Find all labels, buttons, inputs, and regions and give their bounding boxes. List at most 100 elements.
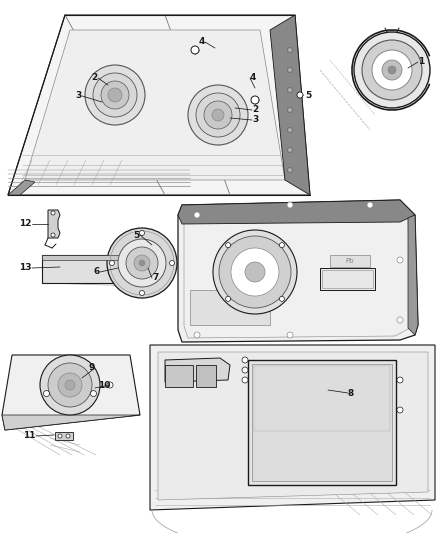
Text: 4: 4: [198, 37, 205, 46]
Circle shape: [107, 382, 113, 388]
Circle shape: [245, 262, 265, 282]
Circle shape: [126, 247, 158, 279]
Circle shape: [108, 88, 122, 102]
Circle shape: [219, 236, 291, 308]
Text: 2: 2: [92, 74, 98, 83]
Bar: [196, 365, 216, 387]
Circle shape: [242, 367, 248, 373]
Bar: [55, 432, 73, 440]
Text: 5: 5: [305, 91, 311, 100]
Circle shape: [287, 127, 293, 133]
Bar: [165, 365, 193, 387]
Text: 10: 10: [98, 381, 110, 390]
Circle shape: [170, 261, 174, 265]
Circle shape: [397, 377, 403, 383]
Circle shape: [287, 148, 293, 152]
Bar: [42, 255, 137, 260]
Circle shape: [279, 296, 284, 301]
Text: 2: 2: [252, 106, 258, 115]
Circle shape: [43, 391, 49, 397]
Circle shape: [242, 377, 248, 383]
Text: 8: 8: [348, 389, 354, 398]
Circle shape: [397, 317, 403, 323]
Circle shape: [93, 73, 137, 117]
Circle shape: [85, 65, 145, 125]
Circle shape: [101, 81, 129, 109]
Circle shape: [212, 109, 224, 121]
Bar: [320, 268, 375, 290]
Circle shape: [251, 96, 259, 104]
Polygon shape: [178, 200, 418, 342]
Circle shape: [297, 92, 303, 98]
Text: 4: 4: [250, 74, 256, 83]
Circle shape: [287, 68, 293, 72]
Circle shape: [91, 391, 96, 397]
Circle shape: [194, 212, 200, 218]
Bar: [322, 270, 373, 288]
Circle shape: [66, 434, 70, 438]
Text: 13: 13: [20, 263, 32, 272]
Polygon shape: [8, 180, 35, 195]
Circle shape: [48, 363, 92, 407]
Polygon shape: [150, 345, 435, 510]
Circle shape: [51, 211, 55, 215]
Circle shape: [362, 40, 422, 100]
Circle shape: [382, 60, 402, 80]
Bar: [254, 366, 390, 431]
Text: 9: 9: [88, 364, 95, 373]
Circle shape: [287, 332, 293, 338]
Circle shape: [279, 243, 284, 248]
Circle shape: [196, 93, 240, 137]
Circle shape: [367, 202, 373, 208]
Circle shape: [287, 87, 293, 93]
Polygon shape: [2, 415, 140, 430]
Polygon shape: [2, 355, 140, 430]
Circle shape: [287, 167, 293, 173]
Circle shape: [65, 380, 75, 390]
Circle shape: [354, 32, 430, 108]
Circle shape: [191, 46, 199, 54]
Text: Pb: Pb: [346, 258, 354, 264]
Circle shape: [118, 239, 166, 287]
Circle shape: [226, 243, 231, 248]
Text: 5: 5: [134, 230, 140, 239]
Polygon shape: [48, 210, 60, 238]
Circle shape: [388, 66, 396, 74]
Polygon shape: [158, 352, 428, 500]
Circle shape: [139, 290, 145, 295]
Polygon shape: [8, 15, 310, 195]
Bar: [190, 290, 270, 325]
Circle shape: [242, 357, 248, 363]
Polygon shape: [25, 30, 285, 180]
Circle shape: [397, 257, 403, 263]
Polygon shape: [270, 15, 310, 195]
Bar: [248, 360, 396, 485]
Polygon shape: [165, 358, 230, 382]
Text: 6: 6: [94, 268, 100, 277]
Bar: [330, 255, 370, 267]
Circle shape: [188, 85, 248, 145]
Circle shape: [397, 407, 403, 413]
Text: 3: 3: [252, 116, 258, 125]
Circle shape: [287, 108, 293, 112]
Circle shape: [287, 47, 293, 52]
Polygon shape: [178, 200, 415, 224]
Circle shape: [213, 230, 297, 314]
Circle shape: [372, 50, 412, 90]
Text: 11: 11: [24, 432, 36, 440]
Circle shape: [194, 332, 200, 338]
Circle shape: [58, 373, 82, 397]
Circle shape: [58, 434, 62, 438]
Circle shape: [287, 202, 293, 208]
Polygon shape: [408, 215, 418, 335]
Circle shape: [134, 255, 150, 271]
Circle shape: [107, 228, 177, 298]
Circle shape: [139, 260, 145, 266]
Text: 1: 1: [418, 58, 424, 67]
Text: 3: 3: [76, 92, 82, 101]
Circle shape: [139, 230, 145, 236]
Circle shape: [40, 355, 100, 415]
Text: 12: 12: [20, 220, 32, 229]
Circle shape: [226, 296, 231, 301]
Circle shape: [231, 248, 279, 296]
